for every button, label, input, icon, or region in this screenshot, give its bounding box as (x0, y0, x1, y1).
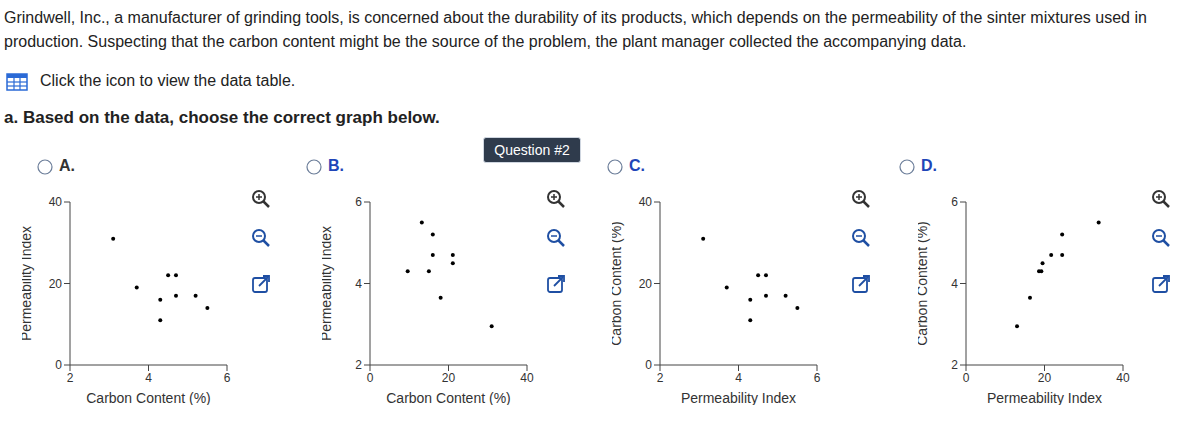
html-text:a. Based on the data, choose t: a. Based on the data, choose the correct… (4, 108, 440, 127)
html-text:Grindwell, Inc., a manufacture: Grindwell, Inc., a manufacturer of grind… (4, 9, 1147, 50)
svg-text:4: 4 (145, 371, 152, 385)
svg-text:20: 20 (639, 277, 653, 291)
svg-text:0: 0 (55, 358, 62, 372)
html-text:D.: D. (921, 157, 937, 174)
svg-text:40: 40 (1116, 371, 1130, 385)
svg-text:40: 40 (49, 195, 63, 209)
svg-text:20: 20 (442, 371, 456, 385)
svg-text:2: 2 (657, 371, 664, 385)
svg-text:Permeability Index: Permeability Index (322, 226, 334, 341)
svg-text:0: 0 (645, 358, 652, 372)
svg-text:4: 4 (735, 371, 742, 385)
svg-text:Carbon Content (%): Carbon Content (%) (612, 221, 624, 346)
svg-text:Carbon Content (%): Carbon Content (%) (918, 221, 930, 346)
svg-text:6: 6 (814, 371, 821, 385)
html-text:B.: B. (328, 157, 344, 174)
svg-text:2: 2 (67, 371, 74, 385)
svg-text:0: 0 (367, 371, 374, 385)
svg-text:Permeability Index: Permeability Index (22, 226, 34, 341)
svg-text:4: 4 (951, 277, 958, 291)
svg-text:2: 2 (355, 358, 362, 372)
svg-text:Carbon Content (%): Carbon Content (%) (86, 390, 211, 405)
svg-text:0: 0 (963, 371, 970, 385)
svg-text:Permeability Index: Permeability Index (987, 390, 1102, 405)
svg-text:Permeability Index: Permeability Index (681, 390, 796, 405)
svg-text:20: 20 (49, 277, 63, 291)
html-text:C.: C. (629, 157, 645, 174)
svg-text:40: 40 (639, 195, 653, 209)
html-text:Click the icon to view the dat: Click the icon to view the data table. (40, 72, 296, 89)
svg-text:6: 6 (951, 195, 958, 209)
svg-text:2: 2 (951, 358, 958, 372)
svg-text:20: 20 (1038, 371, 1052, 385)
svg-text:6: 6 (355, 195, 362, 209)
html-text:Question #2: Question #2 (494, 142, 570, 158)
svg-text:6: 6 (224, 371, 231, 385)
svg-text:4: 4 (355, 277, 362, 291)
html-text:A.: A. (59, 157, 75, 174)
svg-text:Carbon Content (%): Carbon Content (%) (386, 390, 511, 405)
svg-text:40: 40 (520, 371, 534, 385)
